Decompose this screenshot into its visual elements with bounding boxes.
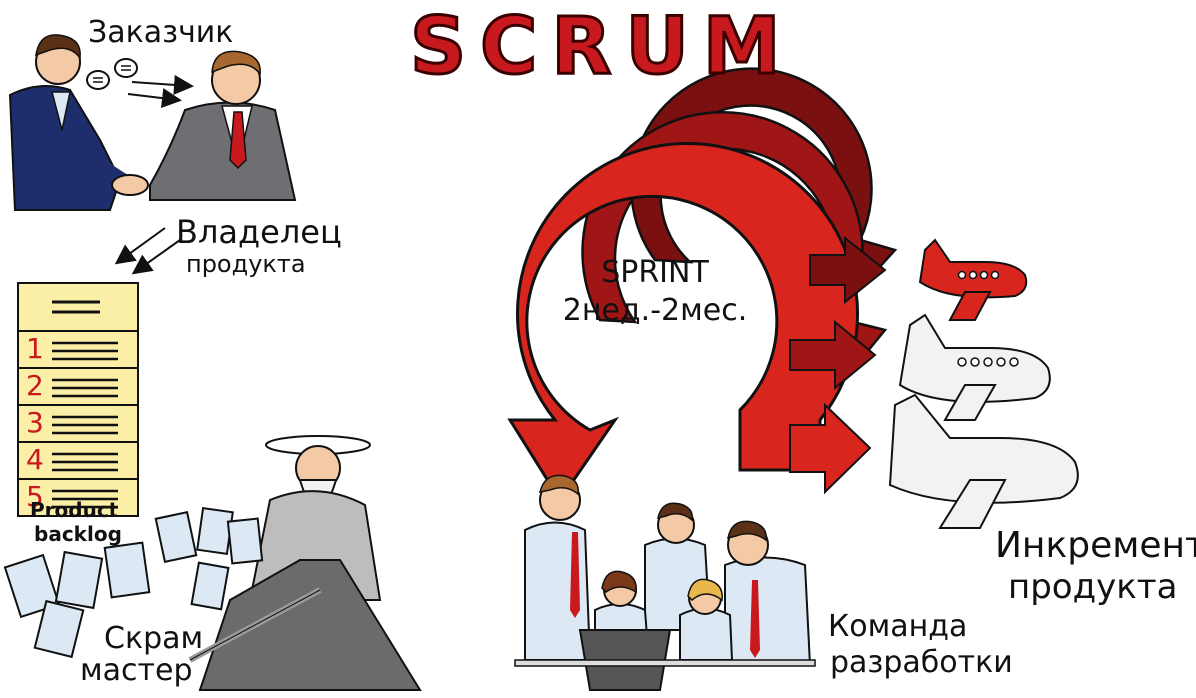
backlog-item-number: 3 (26, 406, 44, 439)
product-backlog (17, 282, 139, 517)
increment-label-line1: Инкремент (995, 525, 1196, 566)
backlog-item-number: 5 (26, 480, 44, 513)
dev-team-label-line2: разработки (830, 645, 1013, 680)
product-owner-label-line1: Владелец (176, 213, 342, 251)
dev-team-label-line1: Команда (828, 609, 968, 644)
backlog-item-number: 4 (26, 443, 44, 476)
scrum-master-label-line2: мастер (80, 653, 193, 688)
sprint-duration: 2нед.-2мес. (562, 293, 748, 328)
backlog-row (17, 441, 139, 480)
airplane-windows (957, 270, 1019, 367)
backlog-label-line1: Product (30, 498, 119, 522)
increment-arrows (789, 235, 887, 495)
product-owner-label-line2: продукта (186, 250, 306, 278)
backlog-label-line2: backlog (34, 522, 122, 546)
sprint-cycle-front[interactable] (507, 142, 859, 503)
page-title: SCRUM (408, 2, 795, 92)
increment-airplane-small (918, 238, 1028, 321)
sprint-label: SPRINT (601, 255, 709, 290)
documents-icon (3, 506, 264, 659)
backlog-row (17, 478, 139, 517)
backlog-item-number: 1 (26, 332, 44, 365)
increment-airplane-large (888, 393, 1079, 529)
backlog-row (17, 330, 139, 369)
backlog-item-number: 2 (26, 369, 44, 402)
owner-to-backlog-arrows (114, 227, 181, 275)
increment-label-line2: продукта (1008, 567, 1178, 607)
scrum-master-figure (188, 435, 422, 691)
product-owner-figure (111, 50, 297, 201)
speech-bubble-icon (86, 58, 138, 90)
customer-to-owner-arrows (127, 74, 194, 109)
scrum-master-label-line1: Скрам (104, 621, 204, 656)
customer-label: Заказчик (88, 15, 234, 50)
development-team-figure (514, 474, 816, 691)
